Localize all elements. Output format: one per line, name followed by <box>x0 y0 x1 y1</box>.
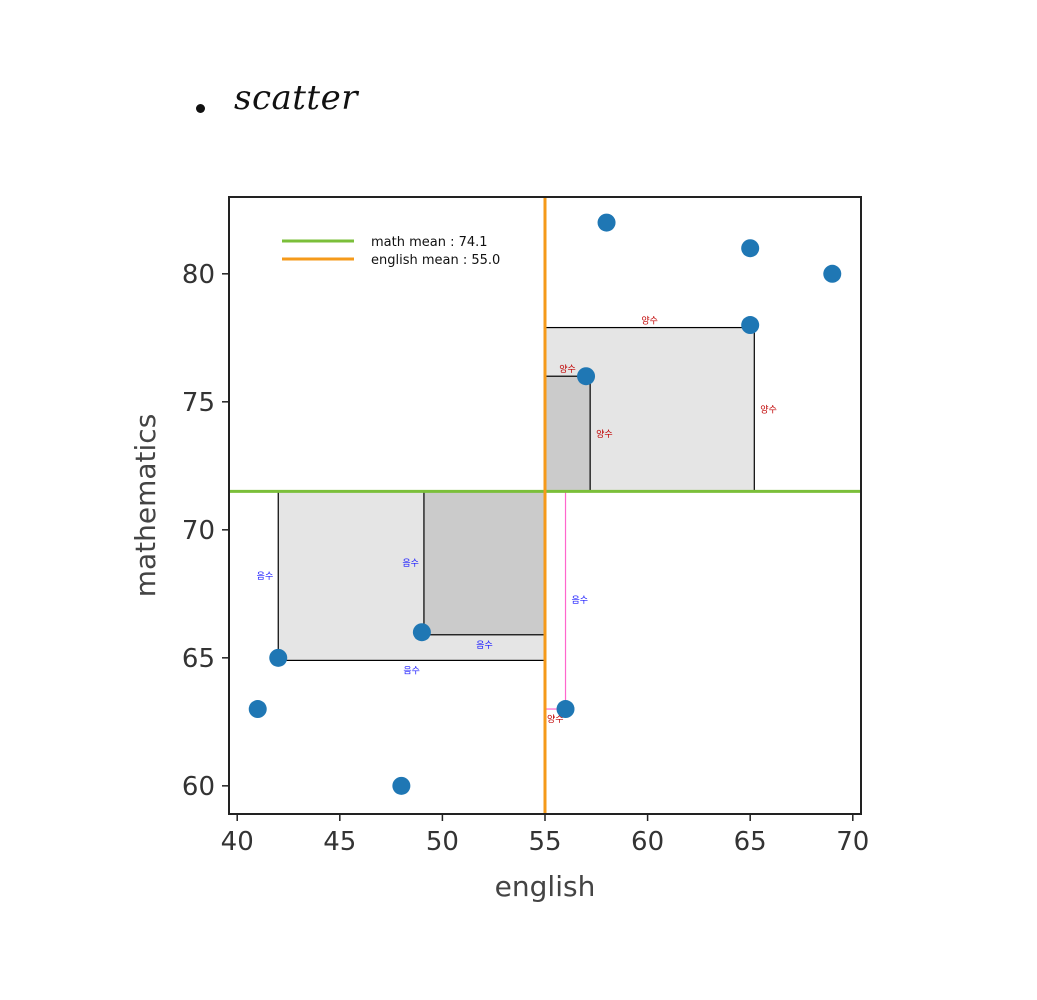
rect-label-1-0: 양수 <box>559 364 576 375</box>
data-point-8 <box>556 700 575 719</box>
rect-label-4-1: 양수 <box>547 714 564 725</box>
x-axis-label: english <box>495 870 596 903</box>
data-point-2 <box>823 264 842 283</box>
deviation-rect-1 <box>544 375 591 493</box>
rect-label-2-1: 음수 <box>403 665 420 676</box>
data-point-6 <box>269 648 288 667</box>
data-point-1 <box>741 239 760 258</box>
legend-label-0: math mean : 74.1 <box>371 235 488 250</box>
x-tick-label-4: 60 <box>631 827 664 857</box>
y-tick-label-4: 80 <box>182 260 215 290</box>
x-tick-label-0: 40 <box>221 827 254 857</box>
data-point-3 <box>741 316 760 335</box>
rect-label-3-0: 음수 <box>402 558 419 569</box>
rect-label-1-1: 양수 <box>596 429 613 440</box>
data-point-4 <box>577 367 596 386</box>
y-tick-label-1: 65 <box>182 644 215 674</box>
x-tick-label-3: 55 <box>528 827 561 857</box>
x-tick-label-2: 50 <box>426 827 459 857</box>
data-point-7 <box>248 700 267 719</box>
rect-label-4-0: 음수 <box>572 595 589 606</box>
rect-label-0-0: 양수 <box>641 316 658 327</box>
x-tick-label-6: 70 <box>836 827 869 857</box>
data-point-0 <box>597 213 616 232</box>
y-axis-label: mathematics <box>129 414 162 598</box>
legend-label-1: english mean : 55.0 <box>371 253 500 268</box>
deviation-rect-3 <box>423 490 546 636</box>
rect-label-2-0: 음수 <box>257 571 274 582</box>
rect-label-3-1: 음수 <box>476 640 493 651</box>
note-text: scatter <box>234 78 358 118</box>
x-tick-label-1: 45 <box>323 827 356 857</box>
y-tick-label-0: 60 <box>182 772 215 802</box>
rect-label-0-1: 양수 <box>760 404 777 415</box>
data-point-5 <box>412 623 431 642</box>
x-tick-label-5: 65 <box>734 827 767 857</box>
y-tick-label-3: 75 <box>182 388 215 418</box>
data-point-9 <box>392 776 411 795</box>
y-tick-label-2: 70 <box>182 516 215 546</box>
bullet-dot <box>196 104 205 113</box>
